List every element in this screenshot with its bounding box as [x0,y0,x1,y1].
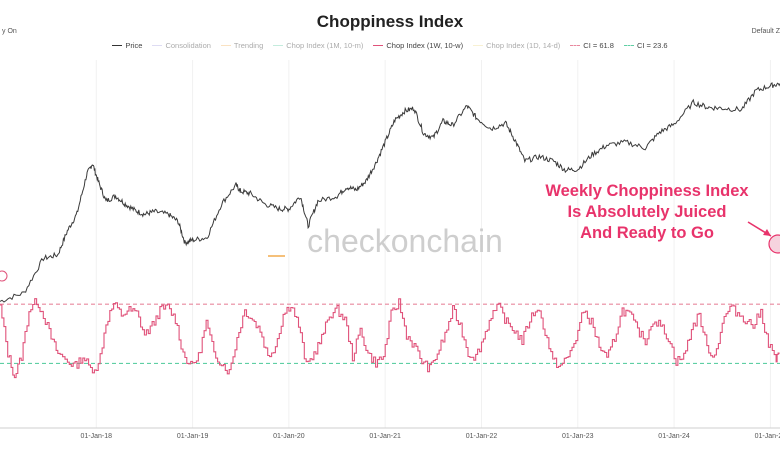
legend-swatch [152,45,163,46]
default-zoom-label[interactable]: Default Z [751,28,780,35]
x-tick-label: 01-Jan-23 [562,433,594,440]
legend-item[interactable]: Trending [220,41,264,50]
legend-swatch [373,45,384,46]
legend-label: CI = 61.8 [583,41,614,50]
x-tick-label: 01-Jan-21 [369,433,401,440]
start-marker [0,270,8,282]
legend-swatch [623,45,634,46]
legend-label: Trending [233,41,264,50]
x-tick-label: 01-Jan-25 [755,433,780,440]
annotation-line: Is Absolutely Juiced [568,203,727,221]
legend-label: CI = 23.6 [636,41,668,50]
legend-swatch [570,45,581,46]
price-series-line [0,82,780,303]
legend: Price Consolidation Trending Chop Index (1M… [0,41,780,50]
legend-label: Chop Index (1D, 14-d) [486,41,561,50]
watermark: checkonchain [307,223,503,259]
x-tick-label: 01-Jan-18 [81,433,113,440]
chart-title: Choppiness Index [316,12,464,31]
annotation-arrowhead [763,229,771,236]
legend-swatch [273,45,284,46]
legend-item[interactable]: CI = 23.6 [623,41,668,50]
chop-weekly-series-line [0,298,780,379]
legend-item[interactable]: Chop Index (1W, 10-w) [373,41,463,50]
scale-toggle-label[interactable]: y On [2,28,17,35]
legend-swatch [112,45,123,46]
legend-item[interactable]: Consolidation [152,41,211,50]
x-tick-label: 01-Jan-22 [466,433,498,440]
legend-item[interactable]: Chop Index (1D, 14-d) [473,41,560,50]
legend-label: Chop Index (1W, 10-w) [386,41,464,50]
legend-label: Chop Index (1M, 10-m) [286,41,364,50]
x-tick-label: 01-Jan-24 [658,433,690,440]
annotation-line: Weekly Choppiness Index [545,182,749,200]
x-tick-label: 01-Jan-20 [273,433,305,440]
legend-item[interactable]: Price [112,41,142,50]
legend-label: Price [125,41,143,50]
legend-label: Consolidation [165,41,211,50]
x-tick-label: 01-Jan-19 [177,433,209,440]
annotation-highlight-circle [768,234,780,254]
legend-swatch [473,45,484,46]
legend-item[interactable]: Chop Index (1M, 10-m) [273,41,363,50]
legend-item[interactable]: CI = 61.8 [570,41,614,50]
annotation-line: And Ready to Go [580,224,714,242]
legend-swatch [220,45,231,46]
